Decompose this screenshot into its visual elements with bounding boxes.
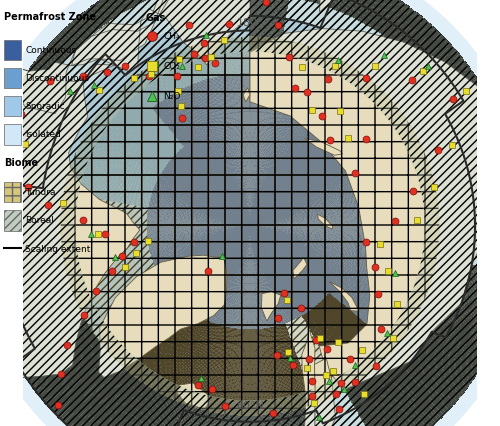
Text: CH₄: CH₄	[164, 32, 180, 41]
Text: 180°: 180°	[236, 17, 264, 27]
Polygon shape	[305, 139, 343, 156]
Polygon shape	[318, 215, 332, 230]
Polygon shape	[262, 292, 280, 321]
Bar	[4, 69, 21, 89]
Polygon shape	[297, 358, 336, 426]
Text: Isolated: Isolated	[25, 130, 61, 139]
Polygon shape	[176, 383, 209, 409]
Bar	[4, 211, 21, 231]
Polygon shape	[243, 89, 250, 103]
Bar	[4, 183, 21, 203]
Text: Permafrost Zone: Permafrost Zone	[4, 12, 96, 22]
Polygon shape	[250, 29, 490, 389]
Text: N₂O: N₂O	[164, 92, 180, 101]
Text: Boreal: Boreal	[25, 216, 54, 225]
Polygon shape	[0, 65, 140, 381]
Text: 60°N: 60°N	[236, 400, 264, 410]
Bar	[4, 125, 21, 145]
Text: Biome: Biome	[4, 157, 38, 167]
Text: CO₂: CO₂	[164, 62, 180, 71]
Text: Discontinuous: Discontinuous	[25, 74, 89, 83]
Polygon shape	[13, 0, 250, 114]
Polygon shape	[270, 328, 315, 426]
Bar	[4, 40, 21, 60]
Polygon shape	[329, 282, 359, 311]
Text: Tundra: Tundra	[25, 187, 56, 197]
Polygon shape	[293, 257, 307, 279]
Polygon shape	[320, 0, 360, 13]
Text: Sporadic: Sporadic	[25, 102, 65, 111]
Bar	[4, 97, 21, 117]
Polygon shape	[98, 256, 227, 377]
Text: Scaling extent: Scaling extent	[25, 244, 90, 253]
Text: Continuous: Continuous	[25, 46, 76, 55]
Text: Gas: Gas	[145, 14, 165, 23]
